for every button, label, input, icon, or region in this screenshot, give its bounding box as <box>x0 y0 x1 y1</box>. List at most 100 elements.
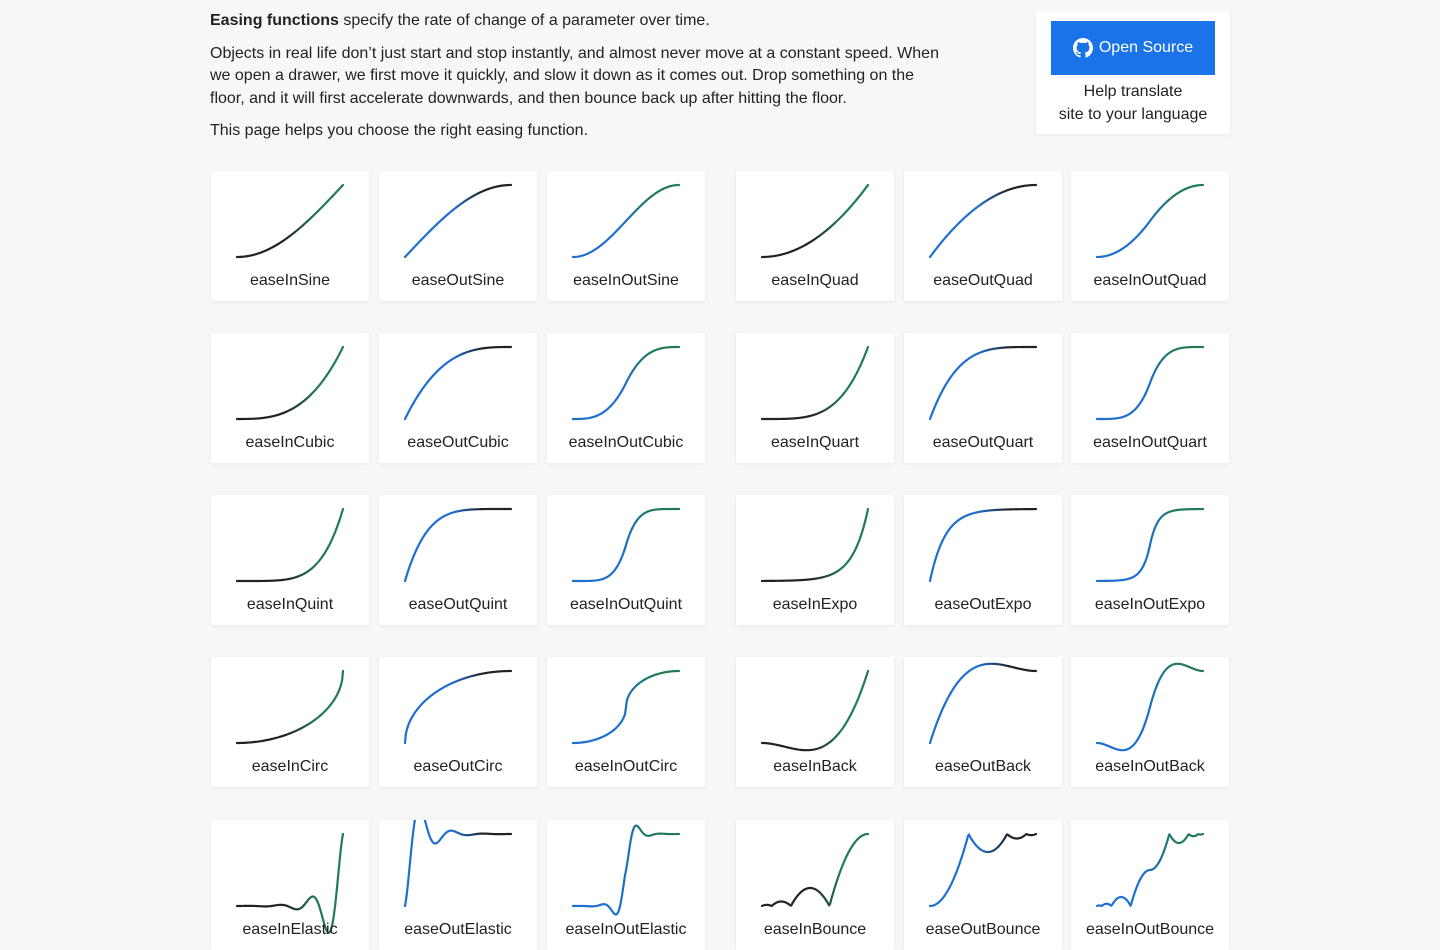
easing-curve-graph <box>1095 345 1205 421</box>
easing-card-easeOutCubic[interactable]: easeOutCubic <box>379 333 537 463</box>
easing-card-easeInBack[interactable]: easeInBack <box>736 657 894 787</box>
easing-card-easeOutBounce[interactable]: easeOutBounce <box>904 820 1062 950</box>
easing-card-easeInOutQuart[interactable]: easeInOutQuart <box>1071 333 1229 463</box>
easing-card-label: easeOutExpo <box>934 596 1032 613</box>
easing-card-easeInQuint[interactable]: easeInQuint <box>211 495 369 625</box>
easing-curve-graph <box>1095 183 1205 259</box>
easing-curve-line <box>571 507 681 583</box>
easing-curve-line <box>1095 507 1205 583</box>
easing-curve-line <box>928 183 1038 259</box>
easing-card-easeOutQuad[interactable]: easeOutQuad <box>904 171 1062 301</box>
easing-card-easeInBounce[interactable]: easeInBounce <box>736 820 894 950</box>
easing-card-easeOutCirc[interactable]: easeOutCirc <box>379 657 537 787</box>
easing-curve-line <box>403 507 513 583</box>
easing-card-easeOutSine[interactable]: easeOutSine <box>379 171 537 301</box>
easing-curve-line <box>1095 832 1205 908</box>
easing-card-easeInOutCirc[interactable]: easeInOutCirc <box>547 657 705 787</box>
easing-card-easeOutQuart[interactable]: easeOutQuart <box>904 333 1062 463</box>
easing-card-easeInSine[interactable]: easeInSine <box>211 171 369 301</box>
easing-curve-line <box>571 824 681 916</box>
intro-line-1-rest: specify the rate of change of a paramete… <box>338 12 710 29</box>
easing-curve-line <box>1095 345 1205 421</box>
easing-curve-graph <box>928 183 1038 259</box>
easing-card-easeOutExpo[interactable]: easeOutExpo <box>904 495 1062 625</box>
easing-card-label: easeInOutQuart <box>1093 434 1207 451</box>
easing-curve-graph <box>235 183 345 259</box>
easing-curve-line <box>235 183 345 259</box>
easing-card-easeInCubic[interactable]: easeInCubic <box>211 333 369 463</box>
easing-curve-line <box>760 345 870 421</box>
easing-curve-graph <box>760 832 870 908</box>
easing-card-label: easeInQuad <box>771 272 859 289</box>
easing-curve-graph <box>1095 662 1205 752</box>
easing-curve-line <box>1095 662 1205 752</box>
easing-curve-graph <box>403 820 513 908</box>
easing-card-label: easeInBack <box>773 758 857 775</box>
easing-card-label: easeInBounce <box>763 921 867 938</box>
easing-curve-graph <box>760 183 870 259</box>
easing-card-easeOutQuint[interactable]: easeOutQuint <box>379 495 537 625</box>
easing-curve-graph <box>760 507 870 583</box>
intro-strong: Easing functions <box>210 12 339 29</box>
easing-curve-graph <box>235 345 345 421</box>
easing-curve-line <box>571 345 681 421</box>
easing-card-easeInElastic[interactable]: easeInElastic <box>211 820 369 950</box>
easing-card-label: easeOutQuad <box>933 272 1033 289</box>
easing-card-label: easeOutCirc <box>413 758 503 775</box>
easing-card-easeInOutQuad[interactable]: easeInOutQuad <box>1071 171 1229 301</box>
easing-card-easeInOutBounce[interactable]: easeInOutBounce <box>1071 820 1229 950</box>
easing-card-label: easeOutBounce <box>925 921 1041 938</box>
easing-card-label: easeInElastic <box>242 921 338 938</box>
easing-card-easeInOutSine[interactable]: easeInOutSine <box>547 171 705 301</box>
easing-card-label: easeInOutBounce <box>1085 921 1215 938</box>
easing-card-label: easeInQuart <box>770 434 860 451</box>
easing-card-easeInOutQuint[interactable]: easeInOutQuint <box>547 495 705 625</box>
easing-curve-line <box>235 507 345 583</box>
easing-card-easeInOutCubic[interactable]: easeInOutCubic <box>547 333 705 463</box>
easing-curve-line <box>760 183 870 259</box>
easing-card-label: easeInOutQuint <box>569 596 683 613</box>
easing-card-label: easeInOutCubic <box>568 434 684 451</box>
easing-card-easeInCirc[interactable]: easeInCirc <box>211 657 369 787</box>
easing-curve-line <box>571 183 681 259</box>
easing-card-label: easeOutElastic <box>404 921 512 938</box>
easing-curve-graph <box>928 507 1038 583</box>
easing-curve-line <box>235 669 345 745</box>
easing-curve-line <box>235 345 345 421</box>
easing-curve-line <box>571 669 681 745</box>
easing-curve-graph <box>928 345 1038 421</box>
easing-curve-graph <box>928 832 1038 908</box>
easing-card-label: easeInCirc <box>251 758 329 775</box>
easing-curve-line <box>403 183 513 259</box>
easing-card-label: easeInOutQuad <box>1093 272 1207 289</box>
open-source-button[interactable]: Open Source <box>1051 21 1215 75</box>
easing-curve-line <box>235 832 345 934</box>
easing-card-easeInQuart[interactable]: easeInQuart <box>736 333 894 463</box>
easing-curve-graph <box>403 669 513 745</box>
easing-card-easeOutBack[interactable]: easeOutBack <box>904 657 1062 787</box>
easing-card-label: easeInExpo <box>772 596 858 613</box>
easing-curve-graph <box>1095 832 1205 908</box>
easing-card-label: easeInOutCirc <box>574 758 678 775</box>
translate-help-text: Help translate site to your language <box>1036 80 1230 126</box>
easing-card-easeInOutElastic[interactable]: easeInOutElastic <box>547 820 705 950</box>
easing-curve-line <box>403 820 513 908</box>
easing-card-easeInOutExpo[interactable]: easeInOutExpo <box>1071 495 1229 625</box>
easing-curve-graph <box>571 824 681 916</box>
translate-help-line-2: site to your language <box>1058 106 1208 123</box>
open-source-label: Open Source <box>1098 39 1194 56</box>
easing-curve-graph <box>760 345 870 421</box>
easing-card-label: easeInCubic <box>245 434 335 451</box>
easing-curve-graph <box>235 832 345 934</box>
intro-text: Easing functions specify the rate of cha… <box>210 10 950 153</box>
easing-card-easeOutElastic[interactable]: easeOutElastic <box>379 820 537 950</box>
easing-curve-line <box>1095 183 1205 259</box>
intro-paragraph-2: Objects in real life don’t just start an… <box>210 44 939 107</box>
easing-card-label: easeInOutBack <box>1095 758 1205 775</box>
intro-paragraph-3: This page helps you choose the right eas… <box>210 122 589 139</box>
easing-card-easeInQuad[interactable]: easeInQuad <box>736 171 894 301</box>
easing-card-easeInExpo[interactable]: easeInExpo <box>736 495 894 625</box>
easing-curve-graph <box>403 345 513 421</box>
easing-card-easeInOutBack[interactable]: easeInOutBack <box>1071 657 1229 787</box>
easing-card-label: easeInOutSine <box>573 272 679 289</box>
